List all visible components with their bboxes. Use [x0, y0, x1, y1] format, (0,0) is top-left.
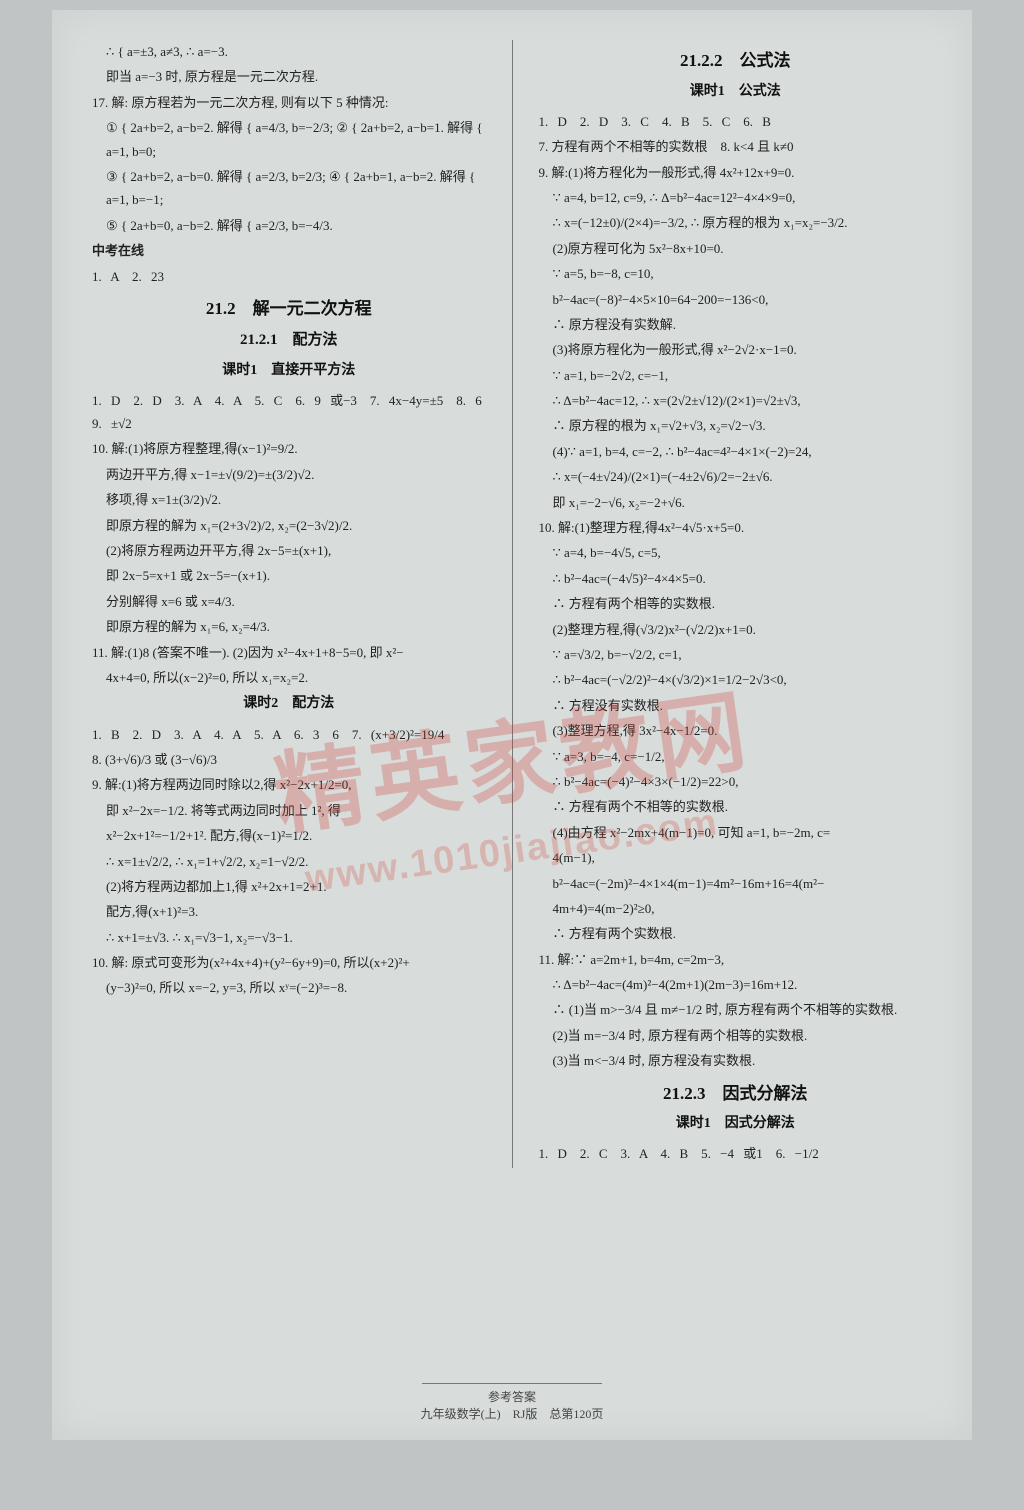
text-line: ∴ 原方程没有实数解.	[539, 313, 933, 336]
right-column: 21.2.2 公式法 课时1 公式法 1. D 2. D 3. C 4. B 5…	[539, 40, 933, 1168]
text-line: ∴ 方程有两个相等的实数根.	[539, 592, 933, 615]
text-line: 即原方程的解为 x₁=(2+3√2)/2, x₂=(2−3√2)/2.	[92, 514, 486, 537]
text-line: 1. D 2. D 3. A 4. A 5. C 6. 9 或−3 7. 4x−…	[92, 389, 486, 436]
text-line: 4(m−1),	[539, 846, 933, 869]
text-line: ∴ (1)当 m>−3/4 且 m≠−1/2 时, 原方程有两个不相等的实数根.	[539, 998, 933, 1021]
text-line: 7. 方程有两个不相等的实数根 8. k<4 且 k≠0	[539, 135, 933, 158]
text-line: ∴ x=(−12±0)/(2×4)=−3/2, ∴ 原方程的根为 x₁=x₂=−…	[539, 211, 933, 234]
text-line: 4x+4=0, 所以(x−2)²=0, 所以 x₁=x₂=2.	[92, 666, 486, 689]
text-line: 即原方程的解为 x₁=6, x₂=4/3.	[92, 615, 486, 638]
text-line: 4m+4)=4(m−2)²≥0,	[539, 897, 933, 920]
section-title: 21.2.2 公式法	[539, 46, 933, 77]
text-line: ∴ 方程有两个实数根.	[539, 922, 933, 945]
text-line: 移项,得 x=1±(3/2)√2.	[92, 488, 486, 511]
text-line: 1. D 2. D 3. C 4. B 5. C 6. B	[539, 110, 933, 133]
text-line: ∴ b²−4ac=(−4)²−4×3×(−1/2)=22>0,	[539, 770, 933, 793]
text-line: ∴ Δ=b²−4ac=(4m)²−4(2m+1)(2m−3)=16m+12.	[539, 973, 933, 996]
text-line: b²−4ac=(−8)²−4×5×10=64−200=−136<0,	[539, 288, 933, 311]
text-line: 1. A 2. 23	[92, 265, 486, 288]
column-divider	[512, 40, 513, 1168]
text-line: (4)∵ a=1, b=4, c=−2, ∴ b²−4ac=4²−4×1×(−2…	[539, 440, 933, 463]
text-line: 10. 解:(1)整理方程,得4x²−4√5·x+5=0.	[539, 516, 933, 539]
text-line: 即 x₁=−2−√6, x₂=−2+√6.	[539, 491, 933, 514]
text-line: ∵ a=√3/2, b=−√2/2, c=1,	[539, 643, 933, 666]
text-line: ⑤ { 2a+b=0, a−b=2. 解得 { a=2/3, b=−4/3.	[92, 214, 486, 237]
text-line: 9. 解:(1)将方程两边同时除以2,得 x²−2x+1/2=0,	[92, 773, 486, 796]
text-line: ∴ Δ=b²−4ac=12, ∴ x=(2√2±√12)/(2×1)=√2±√3…	[539, 389, 933, 412]
text-line: ∴ { a=±3, a≠3, ∴ a=−3.	[92, 40, 486, 63]
footer-info: 九年级数学(上) RJ版 总第120页	[52, 1405, 972, 1422]
text-line: (2)整理方程,得(√3/2)x²−(√2/2)x+1=0.	[539, 618, 933, 641]
text-line: 11. 解:(1)8 (答案不唯一). (2)因为 x²−4x+1+8−5=0,…	[92, 641, 486, 664]
text-line: ∵ a=3, b=−4, c=−1/2,	[539, 745, 933, 768]
text-line: ∴ x=1±√2/2, ∴ x₁=1+√2/2, x₂=1−√2/2.	[92, 850, 486, 873]
text-line: (3)将原方程化为一般形式,得 x²−2√2·x−1=0.	[539, 338, 933, 361]
content-columns: ∴ { a=±3, a≠3, ∴ a=−3. 即当 a=−3 时, 原方程是一元…	[92, 40, 932, 1168]
text-line: (2)当 m=−3/4 时, 原方程有两个相等的实数根.	[539, 1024, 933, 1047]
text-line: ∴ b²−4ac=(−√2/2)²−4×(√3/2)×1=1/2−2√3<0,	[539, 668, 933, 691]
left-column: ∴ { a=±3, a≠3, ∴ a=−3. 即当 a=−3 时, 原方程是一元…	[92, 40, 486, 1168]
lesson-title: 课时1 因式分解法	[539, 1111, 933, 1136]
text-line: (3)整理方程,得 3x²−4x−1/2=0.	[539, 719, 933, 742]
section-title: 21.2.3 因式分解法	[539, 1079, 933, 1110]
text-line: ③ { 2a+b=2, a−b=0. 解得 { a=2/3, b=2/3; ④ …	[92, 165, 486, 212]
text-line: 配方,得(x+1)²=3.	[92, 900, 486, 923]
text-line: (4)由方程 x²−2mx+4(m−1)=0, 可知 a=1, b=−2m, c…	[539, 821, 933, 844]
page-footer: 参考答案 九年级数学(上) RJ版 总第120页	[52, 1383, 972, 1422]
text-line: 8. (3+√6)/3 或 (3−√6)/3	[92, 748, 486, 771]
footer-rule	[422, 1383, 602, 1384]
text-line: 即 x²−2x=−1/2. 将等式两边同时加上 1², 得	[92, 799, 486, 822]
text-line: ∴ x=(−4±√24)/(2×1)=(−4±2√6)/2=−2±√6.	[539, 465, 933, 488]
text-line: 即当 a=−3 时, 原方程是一元二次方程.	[92, 65, 486, 88]
text-line: b²−4ac=(−2m)²−4×1×4(m−1)=4m²−16m+16=4(m²…	[539, 872, 933, 895]
lesson-title: 课时2 配方法	[92, 691, 486, 716]
text-line: ∴ x+1=±√3. ∴ x₁=√3−1, x₂=−√3−1.	[92, 926, 486, 949]
text-line: x²−2x+1²=−1/2+1². 配方,得(x−1)²=1/2.	[92, 824, 486, 847]
text-line: (y−3)²=0, 所以 x=−2, y=3, 所以 xʸ=(−2)³=−8.	[92, 976, 486, 999]
text-line: (2)原方程可化为 5x²−8x+10=0.	[539, 237, 933, 260]
text-line: ∴ 方程有两个不相等的实数根.	[539, 795, 933, 818]
text-line: 即 2x−5=x+1 或 2x−5=−(x+1).	[92, 564, 486, 587]
text-line: 1. D 2. C 3. A 4. B 5. −4 或1 6. −1/2	[539, 1142, 933, 1165]
text-line: ① { 2a+b=2, a−b=2. 解得 { a=4/3, b=−2/3; ②…	[92, 116, 486, 163]
text-line: (3)当 m<−3/4 时, 原方程没有实数根.	[539, 1049, 933, 1072]
page: ∴ { a=±3, a≠3, ∴ a=−3. 即当 a=−3 时, 原方程是一元…	[52, 10, 972, 1440]
text-line: ∵ a=1, b=−2√2, c=−1,	[539, 364, 933, 387]
text-line: 两边开平方,得 x−1=±√(9/2)=±(3/2)√2.	[92, 463, 486, 486]
text-line: 分别解得 x=6 或 x=4/3.	[92, 590, 486, 613]
text-line: 11. 解:∵ a=2m+1, b=4m, c=2m−3,	[539, 948, 933, 971]
text-line: 17. 解: 原方程若为一元二次方程, 则有以下 5 种情况:	[92, 91, 486, 114]
text-line: ∴ 原方程的根为 x₁=√2+√3, x₂=√2−√3.	[539, 414, 933, 437]
lesson-title: 课时1 公式法	[539, 79, 933, 104]
lesson-title: 课时1 直接开平方法	[92, 358, 486, 383]
text-line: 10. 解: 原式可变形为(x²+4x+4)+(y²−6y+9)=0, 所以(x…	[92, 951, 486, 974]
text-line: ∴ b²−4ac=(−4√5)²−4×4×5=0.	[539, 567, 933, 590]
text-line: 10. 解:(1)将原方程整理,得(x−1)²=9/2.	[92, 437, 486, 460]
text-line: (2)将原方程两边开平方,得 2x−5=±(x+1),	[92, 539, 486, 562]
text-line: 9. 解:(1)将方程化为一般形式,得 4x²+12x+9=0.	[539, 161, 933, 184]
text-line: ∵ a=4, b=−4√5, c=5,	[539, 541, 933, 564]
text-line: 1. B 2. D 3. A 4. A 5. A 6. 3 6 7. (x+3/…	[92, 723, 486, 746]
text-line: ∴ 方程没有实数根.	[539, 694, 933, 717]
footer-label: 参考答案	[52, 1388, 972, 1405]
section-title: 21.2 解一元二次方程	[92, 294, 486, 325]
text-line: ∵ a=4, b=12, c=9, ∴ Δ=b²−4ac=12²−4×4×9=0…	[539, 186, 933, 209]
subsection-title: 21.2.1 配方法	[92, 327, 486, 354]
text-line: ∵ a=5, b=−8, c=10,	[539, 262, 933, 285]
text-line: (2)将方程两边都加上1,得 x²+2x+1=2+1.	[92, 875, 486, 898]
heading-zhongkao: 中考在线	[92, 239, 486, 262]
